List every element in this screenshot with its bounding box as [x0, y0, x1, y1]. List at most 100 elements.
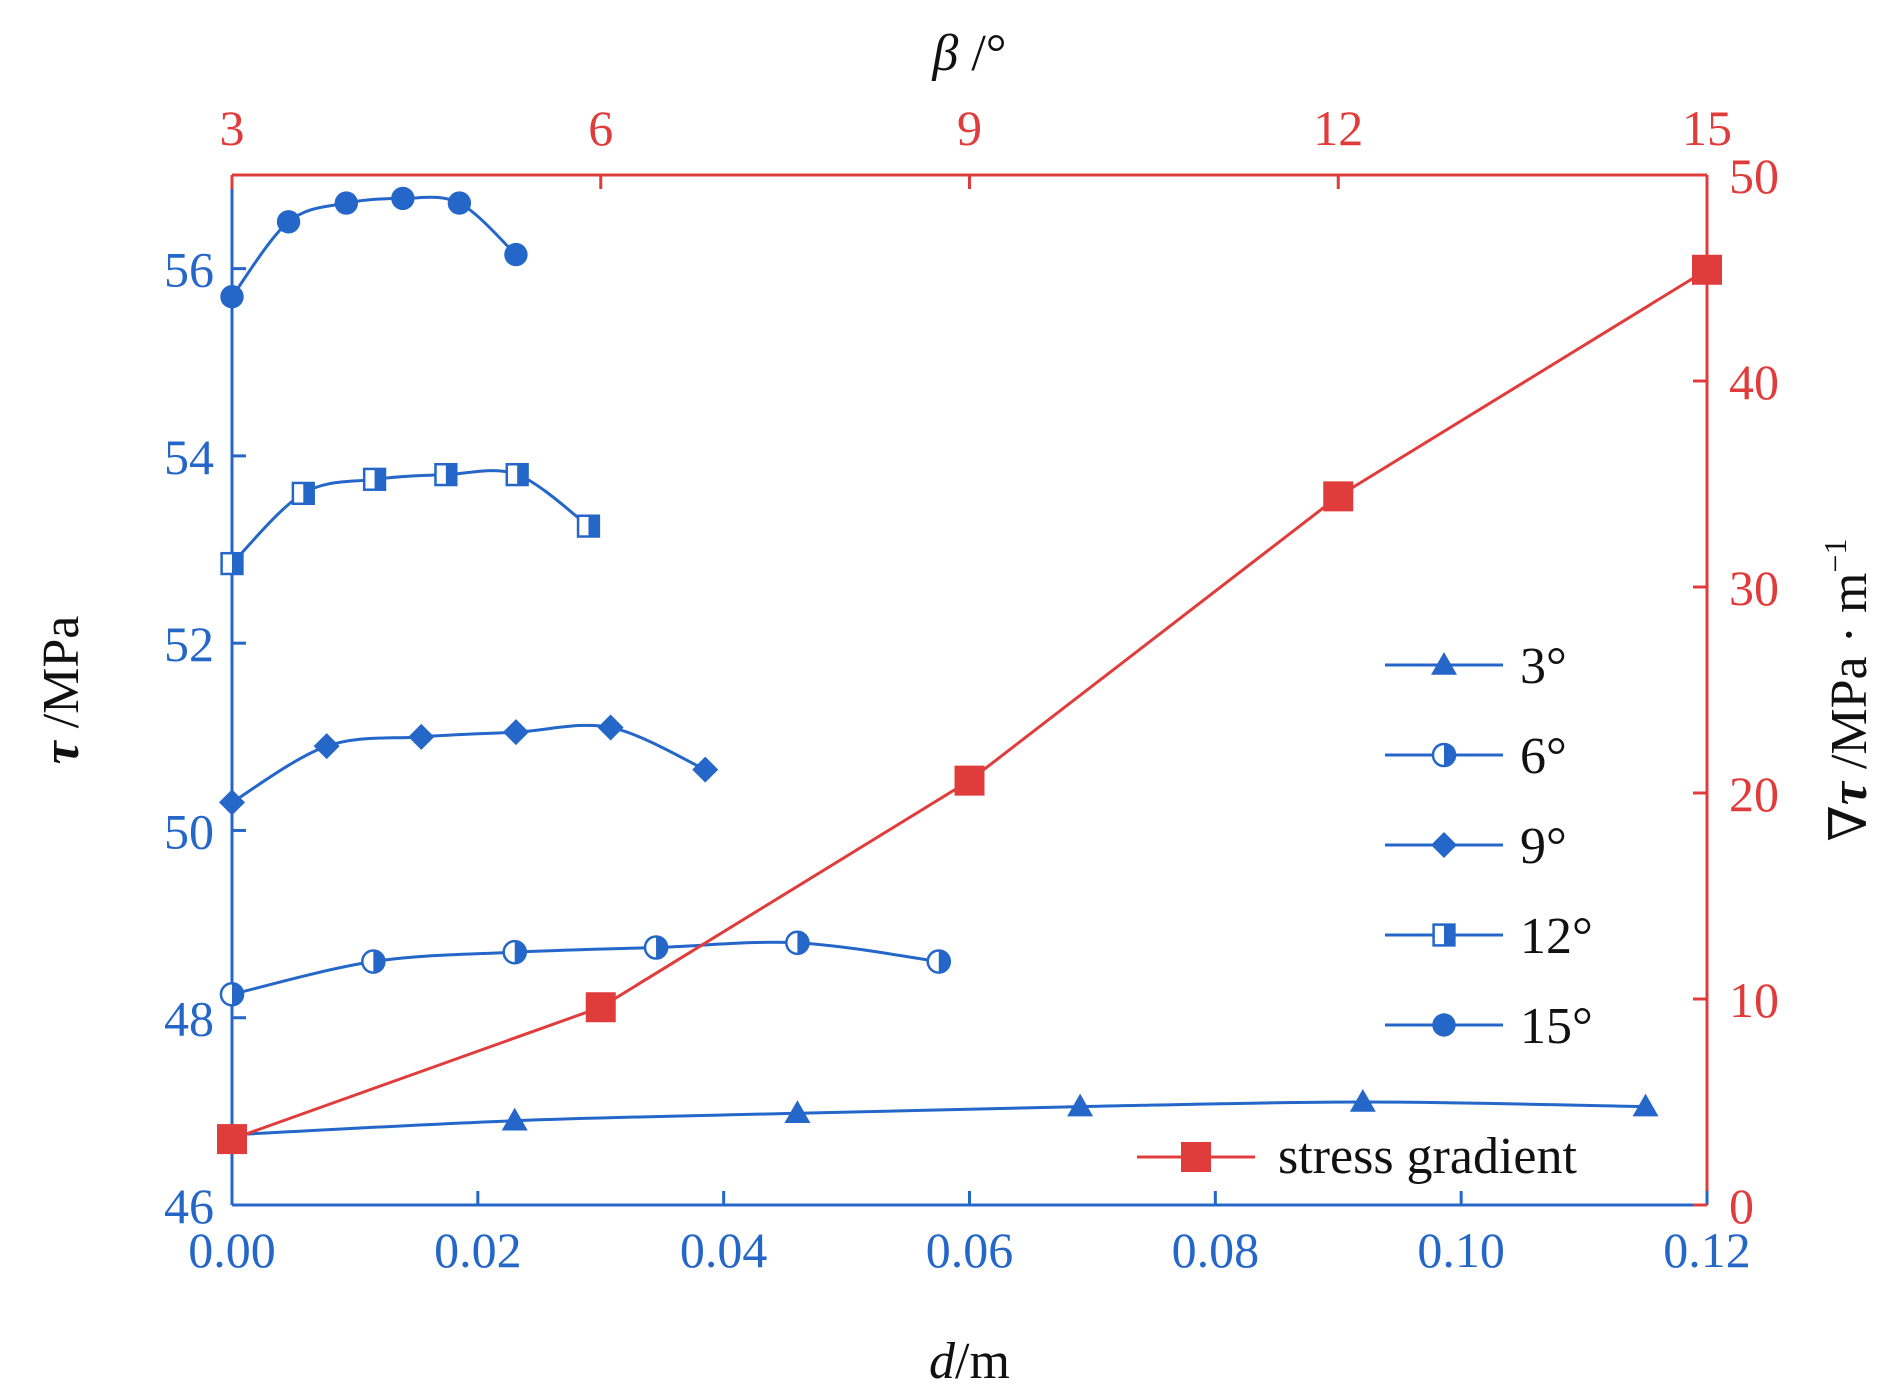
square-marker-shape: [1181, 1142, 1211, 1172]
diamond-marker-shape: [219, 789, 245, 816]
diamond-marker-shape: [692, 756, 719, 783]
right-tick-label: 50: [1729, 148, 1779, 204]
half-square-marker-fill: [374, 468, 385, 490]
data-point: [219, 789, 245, 816]
legend-label: stress gradient: [1278, 1128, 1577, 1185]
left-tick-label: 52: [164, 616, 214, 672]
half-circle-marker-fill: [797, 931, 809, 954]
legend-marker: [1432, 923, 1456, 947]
series-line: [231, 723, 706, 804]
legend-entry-6deg: 6°: [1385, 728, 1567, 785]
x-bottom-axis-title: d/m: [929, 1333, 1010, 1390]
legend-label: 15°: [1520, 998, 1593, 1055]
legend-label: 12°: [1520, 908, 1593, 965]
bottom-tick-label: 0.10: [1417, 1222, 1505, 1278]
data-point: [597, 714, 624, 741]
bottom-tick-label: 0.06: [926, 1222, 1014, 1278]
triangle-marker-shape: [1632, 1093, 1659, 1117]
data-point: [276, 210, 301, 234]
y-left-title-unit: /MPa: [33, 616, 90, 742]
square-marker-shape: [217, 1124, 247, 1155]
y-right-title-nabla: ∇: [1821, 805, 1878, 841]
series-9deg: [219, 714, 719, 816]
top-tick-label: 3: [220, 100, 245, 156]
legend-marker: [1181, 1142, 1211, 1172]
left-tick-label: 46: [164, 1178, 214, 1234]
legend-marker: [1431, 652, 1457, 675]
top-tick-label: 15: [1682, 100, 1732, 156]
right-tick-label: 30: [1729, 560, 1779, 616]
left-tick-label: 54: [164, 429, 214, 485]
data-point: [926, 949, 952, 974]
legend-entry-3deg: 3°: [1385, 638, 1567, 695]
series-line: [230, 195, 517, 298]
half-circle-marker-fill: [232, 983, 244, 1006]
half-square-marker-fill: [232, 553, 243, 574]
data-point: [576, 514, 601, 538]
legend-marker: [1432, 1013, 1456, 1037]
axes-frame: [230, 173, 1709, 1207]
left-tick-label: 50: [164, 803, 214, 859]
data-point: [502, 939, 528, 965]
data-point: [501, 1107, 528, 1131]
x-top-title-unit: /°: [958, 25, 1006, 82]
legend-entry-15deg: 15°: [1385, 998, 1593, 1055]
half-circle-marker-fill: [514, 941, 526, 964]
data-point: [408, 723, 435, 750]
triangle-marker-shape: [1067, 1093, 1094, 1117]
series-line: [231, 940, 939, 996]
data-point: [502, 719, 529, 746]
diamond-marker-shape: [408, 723, 435, 750]
half-square-marker-fill: [588, 515, 599, 537]
triangle-marker-shape: [784, 1100, 811, 1123]
data-point: [1692, 254, 1722, 285]
data-point: [391, 186, 415, 211]
half-circle-marker-fill: [1444, 743, 1456, 767]
half-circle-marker-fill: [656, 936, 668, 959]
data-point: [220, 551, 244, 576]
bottom-tick-label: 0.12: [1663, 1222, 1751, 1278]
data-point: [447, 191, 472, 215]
series-15deg: [220, 186, 528, 309]
data-point: [1323, 481, 1354, 512]
circle-marker-shape: [220, 285, 244, 309]
bottom-tick-label: 0.08: [1172, 1222, 1260, 1278]
top-tick-label: 9: [957, 100, 982, 156]
square-marker-shape: [1692, 254, 1722, 285]
left-tick-label: 56: [164, 242, 214, 298]
diamond-marker-shape: [1431, 832, 1457, 858]
series-line: [231, 1100, 1646, 1137]
circle-marker-shape: [504, 242, 528, 267]
axis-titles: d/mβ /°τ /MPa∇τ /MPa · m−1: [33, 25, 1878, 1390]
x-top-axis-title: β /°: [931, 25, 1006, 82]
data-point: [362, 467, 387, 491]
legend-label: 9°: [1520, 818, 1567, 875]
data-point: [643, 935, 669, 960]
legend-entry-9deg: 9°: [1385, 818, 1567, 875]
half-circle-marker-fill: [373, 950, 385, 973]
right-tick-label: 10: [1729, 972, 1779, 1028]
legend-marker: [1431, 742, 1457, 768]
left-tick-label: 48: [164, 991, 214, 1047]
half-square-marker-fill: [1444, 924, 1455, 946]
half-square-marker-fill: [303, 482, 314, 504]
y-right-axis-title: ∇τ /MPa · m−1: [1817, 539, 1878, 842]
series-12deg: [220, 462, 601, 576]
x-top-title-symbol: β: [931, 25, 958, 82]
series-stress-gradient: [217, 254, 1722, 1155]
series-6deg: [219, 930, 952, 1007]
series-3deg: [219, 1089, 1659, 1145]
data-point: [785, 930, 810, 956]
tick-labels: 0.00 0.02 0.04 0.06 0.08 0.10 0.12 3 6 9 12 15 46 48 5…: [164, 100, 1779, 1278]
data-point: [219, 982, 245, 1007]
data-point: [220, 285, 244, 309]
diamond-marker-shape: [313, 733, 340, 760]
data-point: [692, 756, 719, 783]
circle-marker-shape: [276, 210, 301, 234]
bottom-tick-label: 0.02: [434, 1222, 522, 1278]
series-line: [231, 268, 1708, 1141]
data-point: [954, 765, 985, 796]
data-point: [291, 481, 315, 506]
right-tick-label: 0: [1729, 1178, 1754, 1234]
top-tick-label: 12: [1313, 100, 1363, 156]
